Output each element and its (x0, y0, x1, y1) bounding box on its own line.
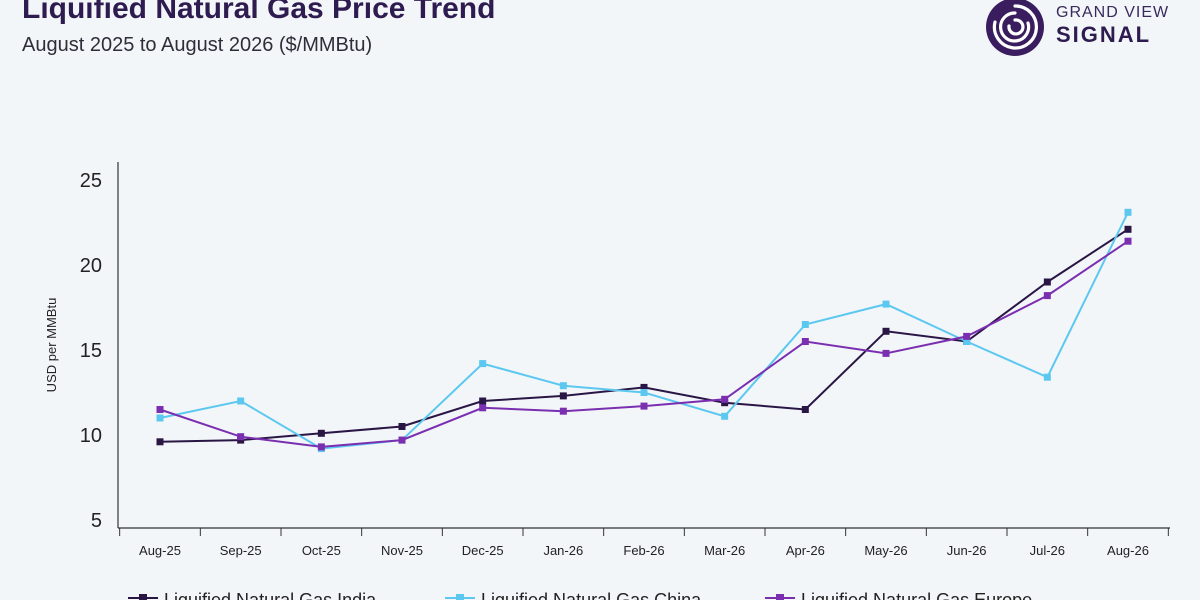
legend-item: Liquified Natural Gas Europe (765, 590, 1032, 600)
legend-marker (776, 594, 784, 600)
legend-item: Liquified Natural Gas India (128, 590, 377, 600)
series-2 (156, 237, 1132, 451)
data-point (1124, 208, 1132, 216)
y-tick-label: 5 (91, 510, 102, 532)
data-point (1043, 278, 1051, 286)
chart-legend: Liquified Natural Gas India Liquified Nat… (128, 590, 1032, 600)
data-point (640, 383, 648, 391)
data-point (882, 300, 890, 308)
data-point (1124, 237, 1132, 245)
data-point (479, 397, 487, 405)
x-axis-ticks: Aug-25 Sep-25 Oct-25 Nov-25 Dec-25 Jan-26 Feb-… (119, 528, 1169, 558)
legend-label: Liquified Natural Gas China (481, 590, 702, 600)
y-tick-label: 25 (80, 170, 102, 192)
data-point (721, 412, 729, 420)
data-point (559, 392, 567, 400)
logo-text-top: GRAND VIEW (1056, 4, 1170, 21)
x-tick-label: Aug-25 (139, 543, 181, 558)
series-0 (156, 225, 1132, 446)
data-point (398, 436, 406, 444)
data-point (1043, 292, 1051, 300)
page-title: Liquified Natural Gas Price Trend (22, 0, 496, 25)
x-tick-label: Jan-26 (543, 543, 583, 558)
data-point (559, 407, 567, 415)
x-tick-label: Nov-25 (381, 543, 423, 558)
data-point (479, 360, 487, 368)
legend-marker (139, 594, 147, 600)
data-point (317, 443, 325, 451)
data-point (156, 414, 164, 422)
x-tick-label: Feb-26 (623, 543, 664, 558)
data-point (237, 397, 245, 405)
data-point (156, 438, 164, 446)
x-tick-label: Oct-25 (302, 543, 341, 558)
x-tick-label: May-26 (864, 543, 907, 558)
brand-logo: GRAND VIEW SIGNAL (984, 0, 1184, 58)
series-1 (156, 208, 1132, 453)
data-point (721, 395, 729, 403)
x-tick-label: Aug-26 (1107, 543, 1149, 558)
x-tick-label: Mar-26 (704, 543, 745, 558)
data-point (640, 402, 648, 410)
data-point (317, 429, 325, 437)
data-point (398, 423, 406, 430)
data-point (801, 338, 809, 345)
x-tick-label: Jul-26 (1030, 543, 1065, 558)
y-tick-label: 10 (80, 425, 102, 447)
legend-marker (456, 594, 464, 600)
x-tick-label: Apr-26 (786, 543, 825, 558)
data-point (801, 321, 809, 328)
series-line (159, 228, 1129, 443)
legend-label: Liquified Natural Gas Europe (801, 590, 1032, 600)
data-point (559, 382, 567, 390)
data-point (640, 389, 648, 396)
data-point (882, 327, 890, 335)
chart-axes (117, 162, 1170, 529)
data-point (479, 404, 487, 412)
y-tick-label: 15 (80, 340, 102, 362)
series-line (159, 240, 1129, 448)
legend-label: Liquified Natural Gas India (164, 590, 377, 600)
logo-text-bottom: SIGNAL (1056, 22, 1152, 47)
data-point (963, 332, 971, 340)
x-tick-label: Sep-25 (220, 543, 262, 558)
page-subtitle: August 2025 to August 2026 ($/MMBtu) (22, 34, 373, 56)
data-point (156, 406, 164, 413)
x-tick-label: Jun-26 (947, 543, 987, 558)
data-point (801, 406, 809, 413)
signal-swirl-icon (986, 0, 1044, 56)
data-point (237, 433, 245, 441)
data-point (1043, 373, 1051, 381)
y-axis-ticks: 5 10 15 20 25 (80, 170, 102, 532)
y-tick-label: 20 (80, 255, 102, 277)
data-point (882, 349, 890, 357)
x-tick-label: Dec-25 (462, 543, 504, 558)
data-point (963, 338, 971, 345)
chart-series (156, 208, 1132, 453)
legend-item: Liquified Natural Gas China (445, 590, 702, 600)
y-axis-label: USD per MMBtu (44, 298, 59, 393)
data-point (1124, 225, 1132, 233)
